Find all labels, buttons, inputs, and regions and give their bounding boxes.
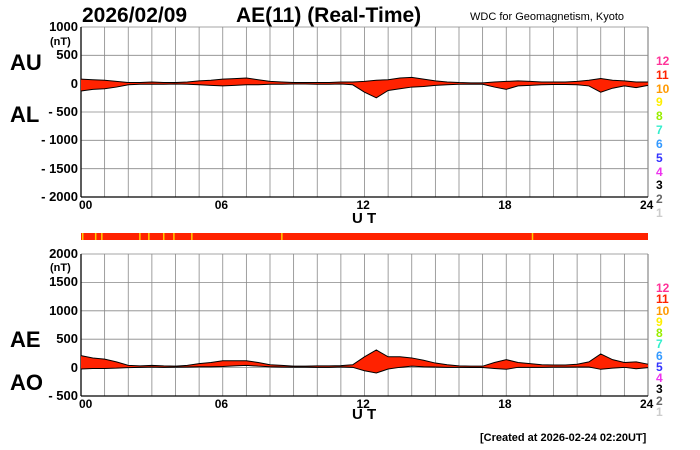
station-flag-mark xyxy=(162,233,165,240)
station-flag-mark xyxy=(173,233,175,240)
y-tick-label: 1000 xyxy=(49,302,78,318)
station-flag-mark xyxy=(94,233,97,240)
legend-station-count: 2 xyxy=(656,192,663,207)
station-flag-mark xyxy=(191,233,193,240)
x-tick-label: 00 xyxy=(79,198,93,212)
y-tick-label: - 2000 xyxy=(41,189,78,204)
legend-station-count: 10 xyxy=(656,81,670,96)
station-count-bar xyxy=(81,233,648,240)
created-label: [Created at 2026-02-24 02:20UT] xyxy=(480,432,647,444)
legend-station-count: 4 xyxy=(656,164,663,179)
y-tick-label: - 500 xyxy=(48,104,78,119)
ae-line xyxy=(80,349,649,367)
legend-station-count: 5 xyxy=(656,359,663,374)
y-tick-label: 1000 xyxy=(49,19,78,34)
y-tick-label: - 500 xyxy=(48,388,78,403)
legend-station-count: 12 xyxy=(656,281,670,295)
al-label: AL xyxy=(10,102,40,127)
x-tick-label: 12 xyxy=(356,198,370,212)
station-flag-mark xyxy=(531,233,534,240)
area-fill xyxy=(81,77,648,98)
y-tick-label: 0 xyxy=(70,359,78,375)
station-flag-mark xyxy=(101,233,103,240)
area-fill xyxy=(81,349,648,373)
legend-station-count: 7 xyxy=(656,123,663,138)
legend-station-count: 1 xyxy=(656,405,663,419)
y-tick-label: - 1500 xyxy=(41,160,78,176)
x-tick-label: 12 xyxy=(356,397,370,411)
ae-label: AE xyxy=(10,327,41,352)
legend-station-count: 4 xyxy=(656,371,663,386)
x-tick-label: 18 xyxy=(498,397,512,411)
x-tick-label: 24 xyxy=(640,397,654,411)
legend-station-count: 10 xyxy=(656,303,670,318)
x-tick-label: 24 xyxy=(640,198,654,212)
station-flag-mark xyxy=(148,233,150,240)
legend-station-count: 1 xyxy=(656,206,663,220)
legend-station-count: 8 xyxy=(656,326,663,341)
legend-station-count: 3 xyxy=(656,382,663,397)
station-flag-mark xyxy=(139,233,141,240)
ao-label: AO xyxy=(10,370,43,395)
y-tick-label: 2000 xyxy=(49,246,78,261)
au-line xyxy=(80,76,648,84)
al-line xyxy=(80,83,649,99)
source-label: WDC for Geomagnetism, Kyoto xyxy=(470,11,625,23)
y-tick-label: 0 xyxy=(70,75,78,91)
legend-station-count: 6 xyxy=(656,348,663,363)
station-flag-mark xyxy=(81,233,84,240)
y-tick-label: 500 xyxy=(56,47,78,63)
chart-title: AE(11) (Real-Time) xyxy=(236,4,422,27)
au-label: AU xyxy=(10,50,42,75)
x-tick-label: 18 xyxy=(498,198,512,212)
legend-station-count: 11 xyxy=(656,292,669,307)
unit-label-bottom: (nT) xyxy=(50,262,71,274)
legend-station-count: 12 xyxy=(656,54,670,68)
legend-station-count: 11 xyxy=(656,67,669,82)
legend-station-count: 7 xyxy=(656,337,663,352)
legend-station-count: 8 xyxy=(656,109,663,124)
x-tick-label: 06 xyxy=(214,198,229,212)
x-tick-label: 06 xyxy=(214,397,229,411)
legend-station-count: 9 xyxy=(656,95,663,110)
x-axis-title-bottom: U T xyxy=(352,406,377,423)
unit-label-top: (nT) xyxy=(50,36,71,48)
y-tick-label: - 1000 xyxy=(41,132,78,148)
ao-line xyxy=(80,364,649,374)
y-tick-label: 1500 xyxy=(49,274,78,290)
legend-station-count: 9 xyxy=(656,314,663,329)
x-tick-label: 00 xyxy=(79,397,93,411)
station-flag-mark xyxy=(281,233,283,240)
legend-station-count: 6 xyxy=(656,136,663,151)
legend-station-count: 2 xyxy=(656,393,663,408)
legend-station-count: 5 xyxy=(656,150,663,165)
y-tick-label: 500 xyxy=(56,331,78,347)
legend-station-count: 3 xyxy=(656,178,663,193)
date-title: 2026/02/09 xyxy=(82,4,188,27)
x-axis-title-top: U T xyxy=(352,210,377,227)
